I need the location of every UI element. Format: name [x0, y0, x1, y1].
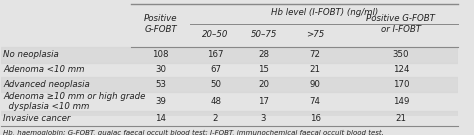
Text: 3: 3 — [261, 114, 266, 123]
Text: 50–75: 50–75 — [250, 30, 277, 39]
Text: 350: 350 — [392, 50, 409, 59]
Text: 170: 170 — [392, 80, 409, 89]
Text: 21: 21 — [395, 114, 406, 123]
Text: 53: 53 — [155, 80, 166, 89]
Text: 14: 14 — [155, 114, 166, 123]
Text: 108: 108 — [153, 50, 169, 59]
Text: >75: >75 — [306, 30, 324, 39]
Text: 90: 90 — [310, 80, 320, 89]
Text: Hb level (I-FOBT) (ng/ml): Hb level (I-FOBT) (ng/ml) — [271, 8, 378, 17]
Text: Adenoma ≥10 mm or high grade
  dysplasia <10 mm: Adenoma ≥10 mm or high grade dysplasia <… — [3, 92, 146, 111]
Text: Invasive cancer: Invasive cancer — [3, 114, 70, 123]
Text: 48: 48 — [210, 97, 221, 106]
Text: 74: 74 — [310, 97, 320, 106]
Text: 39: 39 — [155, 97, 166, 106]
Text: 21: 21 — [310, 65, 320, 74]
Bar — [0, 111, 458, 126]
Text: Positive G-FOBT
or I-FOBT: Positive G-FOBT or I-FOBT — [366, 14, 435, 34]
Text: 149: 149 — [392, 97, 409, 106]
Text: 124: 124 — [392, 65, 409, 74]
Text: 67: 67 — [210, 65, 221, 74]
Text: 72: 72 — [310, 50, 320, 59]
Text: 15: 15 — [258, 65, 269, 74]
Text: 2: 2 — [213, 114, 219, 123]
Text: Advanced neoplasia: Advanced neoplasia — [3, 80, 90, 89]
Text: 20–50: 20–50 — [202, 30, 229, 39]
Text: 17: 17 — [258, 97, 269, 106]
Text: 28: 28 — [258, 50, 269, 59]
Text: 16: 16 — [310, 114, 320, 123]
Text: Adenoma <10 mm: Adenoma <10 mm — [3, 65, 84, 74]
Bar — [0, 47, 458, 63]
Text: No neoplasia: No neoplasia — [3, 50, 59, 59]
Text: Positive
G-FOBT: Positive G-FOBT — [144, 14, 177, 34]
Text: 30: 30 — [155, 65, 166, 74]
Text: 20: 20 — [258, 80, 269, 89]
Bar — [0, 77, 458, 92]
Text: 50: 50 — [210, 80, 221, 89]
Text: Hb, haemoglobin; G-FOBT, guaiac faecal occult blood test; I-FOBT, immunochemical: Hb, haemoglobin; G-FOBT, guaiac faecal o… — [3, 129, 384, 135]
Text: 167: 167 — [207, 50, 224, 59]
